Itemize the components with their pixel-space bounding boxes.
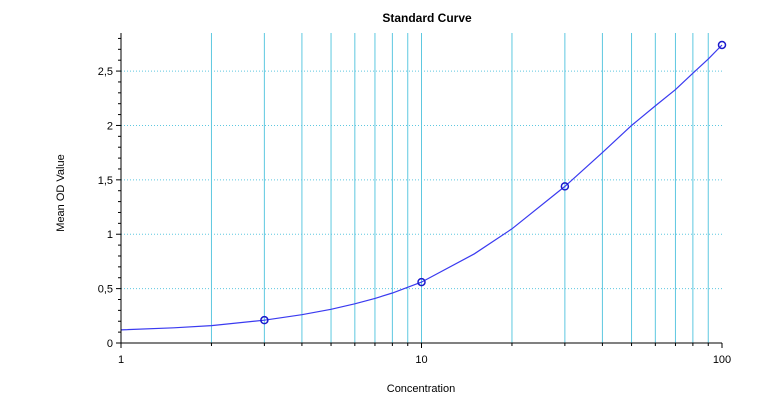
x-tick-label: 1 <box>118 354 124 366</box>
x-tick-label: 100 <box>713 354 731 366</box>
data-point <box>717 40 727 50</box>
data-points <box>260 40 727 325</box>
y-tick-label: 0,5 <box>98 284 113 296</box>
y-axis-label: Mean OD Value <box>55 154 67 231</box>
data-point <box>560 182 570 191</box>
x-tick-label: 10 <box>415 354 427 366</box>
fit-curve <box>120 44 723 331</box>
y-tick-label: 1 <box>107 229 113 241</box>
y-tick-label: 2 <box>107 120 113 132</box>
y-tick-label: 2,5 <box>98 66 113 78</box>
axes: 0 0,5 1 1,5 2 2,5 1 10 100 <box>98 33 731 366</box>
y-tick-label: 1,5 <box>98 175 113 187</box>
chart-title: Standard Curve <box>382 11 472 25</box>
data-point <box>260 315 269 325</box>
grid <box>121 33 722 343</box>
standard-curve-line <box>120 44 723 331</box>
x-axis-label: Concentration <box>387 383 456 395</box>
data-point <box>417 277 426 287</box>
y-tick-label: 0 <box>107 338 113 350</box>
